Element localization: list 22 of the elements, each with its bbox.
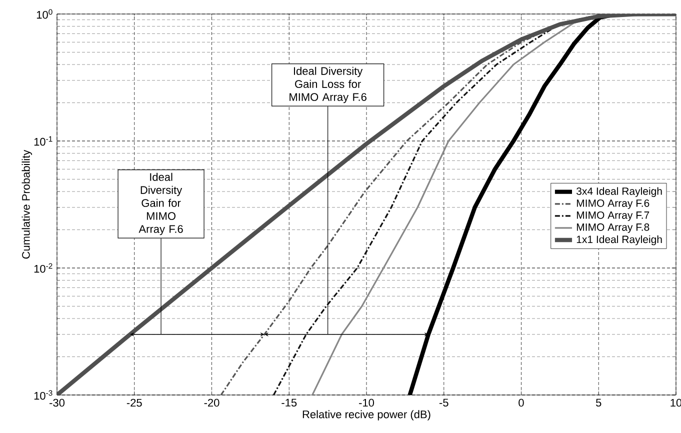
y-tick-label: 10$^{-3}$: [34, 390, 52, 400]
annotation: Ideal Diversity Gain Loss for MIMO Array F.6: [290, 66, 366, 104]
y-tick-label: 10$^{0}$: [36, 9, 52, 19]
y-axis-title: Cumulative Probability: [22, 150, 32, 259]
x-tick-label: 5: [596, 398, 602, 407]
legend-label: 1x1 Ideal Rayleigh: [576, 235, 662, 246]
annotation: Ideal Diversity Gain for MIMO Array F.6: [138, 172, 183, 236]
line-series: [57, 14, 676, 395]
x-axis-title: Relative recive power (dB): [302, 410, 430, 420]
y-tick-label: 10$^{-1}$: [34, 136, 52, 146]
legend-label: MIMO Array F.7: [576, 211, 650, 221]
x-tick-label: -20: [204, 398, 220, 407]
x-tick-label: -25: [126, 398, 142, 407]
legend-label: MIMO Array F.6: [576, 199, 650, 209]
legend-label: MIMO Array F.8: [576, 223, 650, 233]
x-tick-label: -10: [359, 398, 374, 407]
x-tick-label: -15: [282, 398, 297, 407]
y-tick-label: 10$^{-2}$: [34, 263, 52, 273]
legend-label: 3x4 Ideal Rayleigh: [576, 187, 662, 197]
x-tick-label: -5: [439, 398, 448, 407]
x-tick-label: -30: [50, 398, 65, 407]
x-tick-label: 0: [518, 398, 524, 407]
